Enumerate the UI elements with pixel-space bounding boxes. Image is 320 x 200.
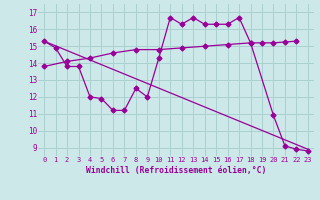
X-axis label: Windchill (Refroidissement éolien,°C): Windchill (Refroidissement éolien,°C) <box>86 166 266 175</box>
